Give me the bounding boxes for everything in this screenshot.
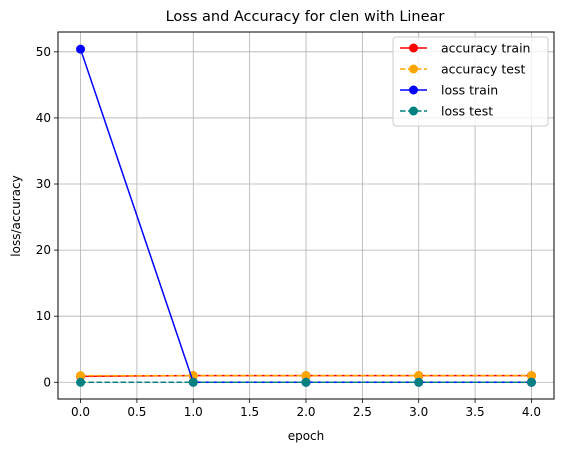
x-tick-label: 1.0 (184, 405, 203, 419)
y-tick-label: 10 (36, 309, 51, 323)
legend-marker-2 (409, 85, 418, 95)
y-tick-label: 50 (36, 45, 51, 59)
x-tick-label: 1.5 (240, 405, 259, 419)
x-tick-label: 2.5 (353, 405, 372, 419)
y-tick-label: 20 (36, 243, 51, 257)
x-tick-label: 2.0 (296, 405, 315, 419)
series-lines (76, 44, 536, 387)
x-axis-label: epoch (288, 429, 325, 443)
y-tick-label: 30 (36, 177, 51, 191)
data-point (76, 44, 86, 54)
legend-label-0: accuracy train (441, 41, 530, 56)
y-axis-label: loss/accuracy (9, 175, 23, 256)
data-point (526, 371, 536, 381)
data-point (526, 377, 536, 387)
legend: accuracy train accuracy test loss train los… (392, 36, 549, 127)
data-point (301, 371, 311, 381)
legend-label-2: loss train (441, 83, 498, 98)
chart-title: Loss and Accuracy for clen with Linear (166, 9, 445, 25)
data-point (414, 371, 424, 381)
x-tick-label: 4.0 (522, 405, 541, 419)
x-tick-label: 3.0 (409, 405, 428, 419)
x-tick-label: 0.0 (71, 405, 90, 419)
y-tick-label: 0 (43, 375, 51, 389)
legend-label-1: accuracy test (441, 62, 525, 77)
legend-box (392, 36, 549, 127)
data-point (76, 377, 86, 387)
data-point (76, 371, 86, 381)
legend-marker-0 (409, 43, 418, 53)
legend-label-3: loss test (441, 104, 493, 119)
legend-marker-1 (409, 64, 418, 74)
x-tick-label: 3.5 (466, 405, 485, 419)
data-point (414, 377, 424, 387)
x-tick-label: 0.5 (127, 405, 146, 419)
legend-marker-3 (409, 106, 418, 116)
axis-ticks: 0.0 0.5 1.0 1.5 2.0 2.5 3.0 3.5 4.0 0 10 20 30 40 50 (36, 45, 541, 419)
y-tick-label: 40 (36, 111, 51, 125)
data-point (301, 377, 311, 387)
data-point (188, 377, 198, 387)
